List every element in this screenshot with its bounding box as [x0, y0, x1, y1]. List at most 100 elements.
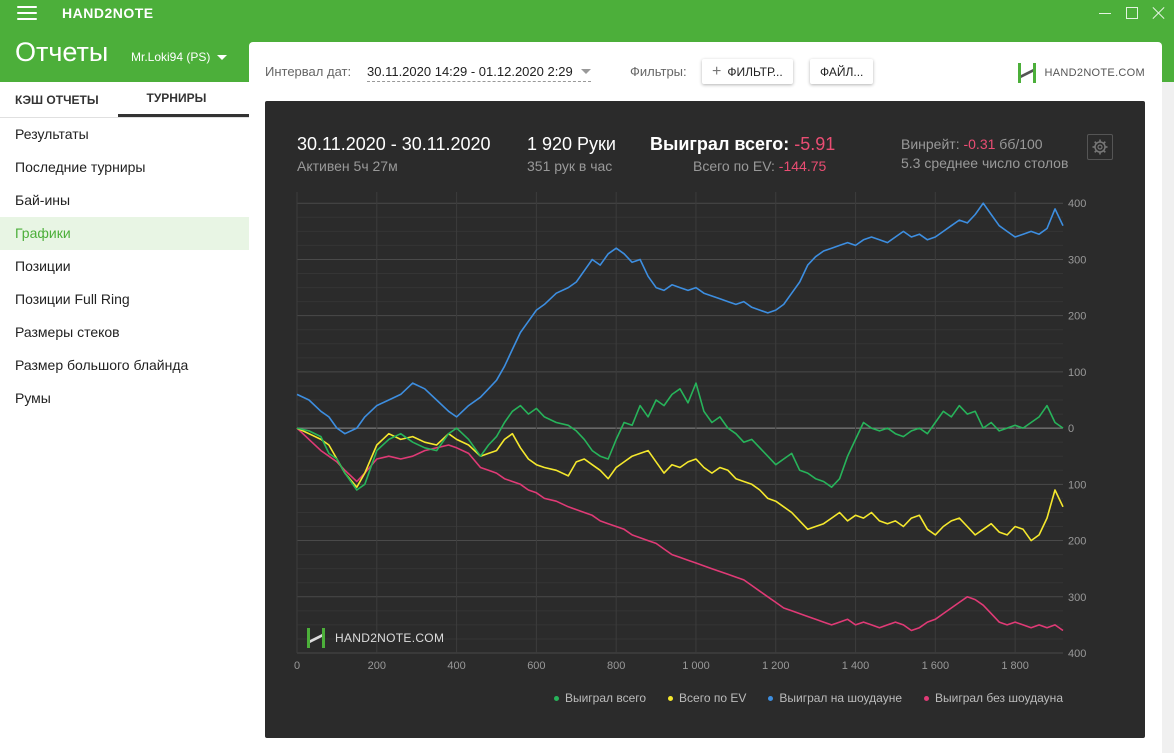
interval-label: Интервал дат:	[265, 64, 352, 79]
x-tick-label: 200	[368, 660, 386, 672]
won-total-value: -5.91	[794, 134, 836, 154]
graph-card: 30.11.2020 - 30.11.2020 Активен 5ч 27м 1…	[265, 101, 1145, 738]
window-controls	[1098, 0, 1166, 26]
plus-icon: +	[712, 62, 722, 80]
brand-logo: HAND2NOTE.COM	[1016, 62, 1145, 84]
x-tick-label: 400	[447, 660, 465, 672]
sidebar-item-stack-sizes[interactable]: Размеры стеков	[15, 324, 120, 340]
main-panel: Интервал дат: 30.11.2020 14:29 - 01.12.2…	[249, 42, 1162, 753]
y-tick-label: 100	[1068, 479, 1086, 491]
tab-cash-reports[interactable]: КЭШ ОТЧЕТЫ	[15, 92, 99, 107]
legend-item[interactable]: Выиграл без шоудауна	[924, 691, 1063, 705]
hands-per-hour: 351 рук в час	[527, 158, 613, 174]
sidebar-item-rooms[interactable]: Румы	[15, 390, 51, 406]
app-title: HAND2NOTE	[62, 5, 154, 21]
winrate: Винрейт: -0.31 бб/100	[901, 136, 1043, 152]
title-bar: HAND2NOTE	[0, 0, 1174, 26]
x-tick-label: 1 800	[1001, 660, 1029, 672]
won-total-label: Выиграл всего:	[650, 134, 790, 154]
x-tick-label: 1 200	[762, 660, 790, 672]
h2n-logo-icon	[1017, 63, 1036, 83]
legend-item[interactable]: Выиграл всего	[553, 691, 647, 705]
x-tick-label: 600	[527, 660, 545, 672]
h2n-watermark-icon	[307, 628, 325, 648]
sidebar-item-buyins[interactable]: Бай-ины	[15, 192, 71, 208]
ev-total-label: Всего по EV:	[693, 158, 775, 174]
legend-label: Выиграл всего	[564, 691, 647, 705]
watermark-text: HAND2NOTE.COM	[335, 631, 445, 645]
chart-ticks: 0 200 400 600 800 1 000 1 200 1 400 1 600 1 800 40…	[294, 198, 1086, 672]
ev-total: Всего по EV: -144.75	[693, 158, 826, 174]
maximize-icon[interactable]	[1126, 7, 1138, 19]
filter-button-label: ФИЛЬТР...	[727, 64, 783, 79]
y-tick-label: 400	[1068, 198, 1086, 210]
legend-dot	[553, 695, 559, 701]
y-tick-label: 0	[1068, 423, 1074, 435]
legend-label: Всего по EV	[679, 691, 747, 705]
chevron-down-icon	[580, 69, 591, 74]
active-time: Активен 5ч 27м	[297, 158, 398, 174]
toolbar: Интервал дат: 30.11.2020 14:29 - 01.12.2…	[249, 42, 1162, 100]
series-line-1	[296, 427, 1064, 542]
gear-icon	[1092, 139, 1108, 155]
date-range-title: 30.11.2020 - 30.11.2020	[297, 134, 491, 154]
legend-label: Выиграл на шоудауне	[779, 691, 902, 705]
chevron-down-icon	[217, 54, 228, 60]
x-tick-label: 1 600	[922, 660, 950, 672]
legend-label: Выиграл без шоудауна	[935, 691, 1063, 705]
series-line-3	[296, 427, 1064, 632]
date-range-value: 30.11.2020 14:29 - 01.12.2020 2:29	[367, 64, 573, 79]
series-line-2	[296, 202, 1064, 435]
x-tick-label: 1 400	[842, 660, 870, 672]
y-tick-label: 100	[1068, 367, 1086, 379]
y-tick-label: 300	[1068, 254, 1086, 266]
filter-button[interactable]: + ФИЛЬТР...	[702, 59, 793, 84]
chart-lines	[296, 202, 1064, 632]
sidebar-item-results[interactable]: Результаты	[15, 126, 89, 142]
file-button-label: ФАЙЛ...	[820, 64, 864, 79]
account-selector[interactable]: Mr.Loki94 (PS)	[131, 50, 228, 64]
sidebar-tabs: КЭШ ОТЧЕТЫ ТУРНИРЫ	[0, 82, 249, 118]
x-tick-label: 1 000	[682, 660, 710, 672]
date-range-selector[interactable]: 30.11.2020 14:29 - 01.12.2020 2:29	[367, 64, 591, 82]
settings-button[interactable]	[1087, 134, 1113, 160]
file-button[interactable]: ФАЙЛ...	[810, 59, 874, 84]
minimize-icon[interactable]	[1098, 6, 1112, 20]
series-line-0	[296, 382, 1064, 491]
sidebar-item-positions-full-ring[interactable]: Позиции Full Ring	[15, 291, 130, 307]
legend-item[interactable]: Всего по EV	[668, 691, 746, 705]
hands-count: 1 920 Руки	[527, 134, 616, 154]
x-tick-label: 800	[607, 660, 625, 672]
sidebar-menu: Результаты Последние турниры Бай-ины Гра…	[0, 118, 249, 415]
brand-text: HAND2NOTE.COM	[1044, 67, 1145, 79]
chart-legend: Выиграл всего Всего по EV Выиграл на шоу…	[553, 691, 1063, 705]
legend-dot	[668, 695, 674, 701]
won-total: Выиграл всего: -5.91	[650, 134, 835, 155]
page-title: Отчеты	[15, 37, 109, 67]
sidebar: КЭШ ОТЧЕТЫ ТУРНИРЫ Результаты Последние …	[0, 82, 249, 753]
y-tick-label: 200	[1068, 536, 1086, 548]
y-tick-label: 200	[1068, 311, 1086, 323]
account-name: Mr.Loki94 (PS)	[131, 50, 211, 64]
menu-icon[interactable]	[17, 6, 37, 20]
chart-grid	[296, 192, 1063, 654]
graph-chart: 0 200 400 600 800 1 000 1 200 1 400 1 600 1 800 40…	[294, 192, 1086, 672]
ev-total-value: -144.75	[778, 158, 827, 174]
winrate-unit: бб/100	[999, 136, 1043, 152]
filters-label: Фильтры:	[630, 64, 687, 79]
sidebar-item-big-blind-size[interactable]: Размер большого блайнда	[15, 357, 189, 373]
winrate-label: Винрейт:	[901, 136, 960, 152]
y-tick-label: 300	[1068, 592, 1086, 604]
y-tick-label: 400	[1068, 648, 1086, 660]
legend-item[interactable]: Выиграл на шоудауне	[768, 691, 902, 705]
avg-tables: 5.3 среднее число столов	[901, 155, 1069, 171]
close-icon[interactable]	[1152, 6, 1166, 20]
sidebar-item-recent-tournaments[interactable]: Последние турниры	[15, 159, 146, 175]
tab-tournaments[interactable]: ТУРНИРЫ	[117, 82, 249, 117]
sidebar-item-graphs[interactable]: Графики	[0, 217, 249, 250]
watermark: HAND2NOTE.COM	[305, 627, 444, 649]
sidebar-item-positions[interactable]: Позиции	[15, 258, 71, 274]
legend-dot	[768, 695, 774, 701]
winrate-value: -0.31	[963, 136, 996, 152]
x-tick-label: 0	[294, 660, 300, 672]
